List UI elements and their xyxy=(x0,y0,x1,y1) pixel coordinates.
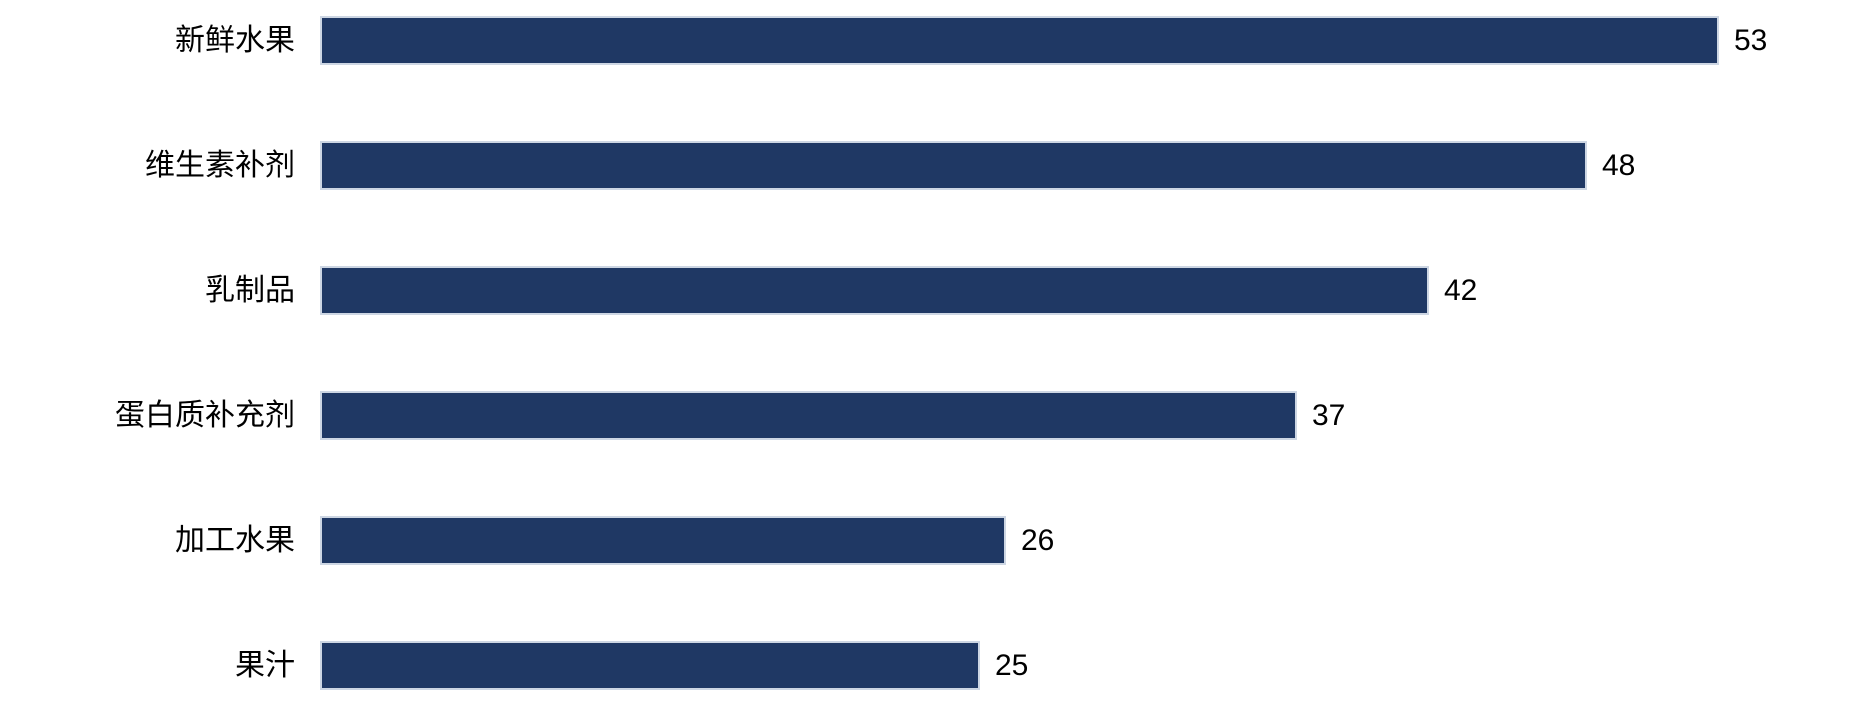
bar-track: 48 xyxy=(320,141,1866,190)
bar xyxy=(320,641,980,690)
bar xyxy=(320,16,1719,65)
category-label: 加工水果 xyxy=(175,524,295,557)
value-label: 26 xyxy=(1021,523,1055,557)
bar-row: 维生素补剂 48 xyxy=(0,141,1866,190)
bar-track: 26 xyxy=(320,516,1866,565)
category-label: 新鲜水果 xyxy=(175,24,295,57)
bar-track: 53 xyxy=(320,16,1866,65)
category-label: 果汁 xyxy=(235,649,295,682)
bar xyxy=(320,266,1429,315)
bar xyxy=(320,516,1006,565)
bar-row: 果汁 25 xyxy=(0,641,1866,690)
bar-track: 25 xyxy=(320,641,1866,690)
value-label: 48 xyxy=(1602,148,1636,182)
value-label: 42 xyxy=(1444,273,1478,307)
bar-row: 新鲜水果 53 xyxy=(0,16,1866,65)
bar xyxy=(320,141,1587,190)
category-label: 乳制品 xyxy=(205,274,295,307)
category-label: 维生素补剂 xyxy=(145,149,295,182)
value-label: 25 xyxy=(995,648,1029,682)
bar-track: 37 xyxy=(320,391,1866,440)
value-label: 37 xyxy=(1312,398,1346,432)
bar xyxy=(320,391,1297,440)
category-label: 蛋白质补充剂 xyxy=(115,399,295,432)
bar-row: 加工水果 26 xyxy=(0,516,1866,565)
bar-row: 蛋白质补充剂 37 xyxy=(0,391,1866,440)
bar-track: 42 xyxy=(320,266,1866,315)
bar-row: 乳制品 42 xyxy=(0,266,1866,315)
value-label: 53 xyxy=(1734,23,1768,57)
